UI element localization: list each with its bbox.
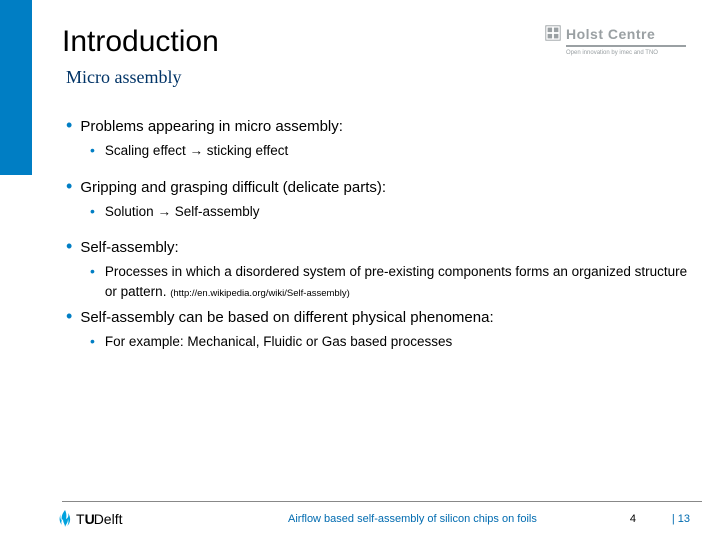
bullet-dot-icon: • bbox=[66, 177, 72, 195]
bullet-item: • Self-assembly: bbox=[66, 237, 702, 256]
bullet-dot-icon: • bbox=[90, 264, 95, 278]
bullet-item: • For example: Mechanical, Fluidic or Ga… bbox=[90, 332, 702, 352]
bullet-text: For example: Mechanical, Fluidic or Gas … bbox=[105, 332, 702, 352]
tudelft-logo: TUDelft bbox=[58, 509, 122, 529]
footer-title: Airflow based self-assembly of silicon c… bbox=[288, 513, 537, 525]
bullet-text: Scaling effect → sticking effect bbox=[105, 141, 702, 161]
bullet-item: • Solution → Self-assembly bbox=[90, 202, 702, 222]
tu-t: T bbox=[76, 511, 85, 527]
tudelft-text: TUDelft bbox=[76, 511, 122, 527]
footer-total: | 13 bbox=[672, 513, 690, 525]
bullet-item: • Self-assembly can be based on differen… bbox=[66, 307, 702, 326]
bullet-dot-icon: • bbox=[90, 334, 95, 348]
bullet-text: Self-assembly: bbox=[80, 239, 178, 256]
bullet-dot-icon: • bbox=[66, 237, 72, 255]
bullet-dot-icon: • bbox=[90, 204, 95, 218]
bullet-dot-icon: • bbox=[90, 143, 95, 157]
page-subtitle: Micro assembly bbox=[66, 67, 702, 88]
bullet-item: • Scaling effect → sticking effect bbox=[90, 141, 702, 161]
bullet-item: • Problems appearing in micro assembly: bbox=[66, 116, 702, 135]
bullet-item: • Processes in which a disordered system… bbox=[90, 262, 702, 301]
bullet-item: • Gripping and grasping difficult (delic… bbox=[66, 177, 702, 196]
bullet-text: Processes in which a disordered system o… bbox=[105, 262, 702, 301]
bullet-dot-icon: • bbox=[66, 116, 72, 134]
bullet-dot-icon: • bbox=[66, 307, 72, 325]
slide-content: Introduction Micro assembly • Problems a… bbox=[62, 25, 702, 352]
flame-icon bbox=[58, 509, 72, 529]
bullet-text: Problems appearing in micro assembly: bbox=[80, 118, 343, 135]
bullet-cite: (http://en.wikipedia.org/wiki/Self-assem… bbox=[170, 288, 350, 299]
bullet-text: Solution → Self-assembly bbox=[105, 202, 702, 222]
accent-stripe bbox=[0, 0, 32, 175]
footer-page: 4 bbox=[630, 513, 636, 525]
footer: TUDelft Airflow based self-assembly of s… bbox=[58, 506, 702, 532]
page-title: Introduction bbox=[62, 25, 702, 59]
footer-divider bbox=[62, 501, 702, 502]
tu-name: Delft bbox=[94, 511, 123, 527]
tu-u: U bbox=[85, 511, 94, 527]
bullet-text: Self-assembly can be based on different … bbox=[80, 309, 493, 326]
bullet-text: Gripping and grasping difficult (delicat… bbox=[80, 179, 386, 196]
